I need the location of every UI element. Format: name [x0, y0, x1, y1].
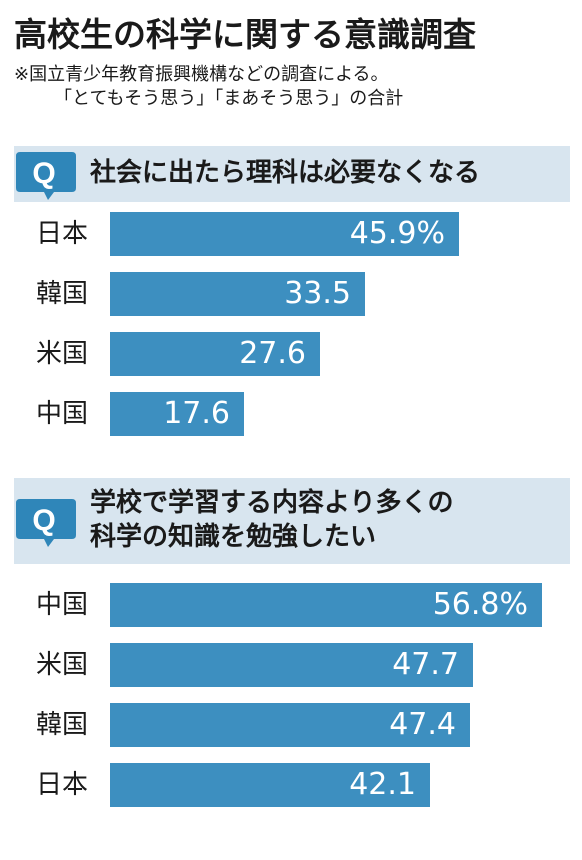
- bar: 33.5: [110, 272, 365, 316]
- q-letter: Q: [32, 157, 55, 190]
- bar-row: 中国 17.6: [0, 392, 582, 436]
- question-1-text: 社会に出たら理科は必要なくなる: [90, 158, 481, 188]
- question-2-header: Q 学校で学習する内容より多くの 科学の知識を勉強したい: [14, 478, 570, 564]
- question-2-line-1: 学校で学習する内容より多くの: [90, 488, 454, 518]
- bar-value-label: 45.9%: [349, 216, 445, 251]
- category-label: 米国: [36, 339, 89, 369]
- bar: 17.6: [110, 392, 244, 436]
- bar: 42.1: [110, 763, 430, 807]
- category-label: 米国: [36, 650, 89, 680]
- bar-value-label: 33.5: [284, 276, 351, 311]
- bar: 45.9%: [110, 212, 459, 256]
- question-2-text: 学校で学習する内容より多くの 科学の知識を勉強したい: [90, 486, 453, 554]
- bar-row: 韓国 33.5: [0, 272, 582, 316]
- bar-value-label: 47.7: [392, 647, 459, 682]
- bar-row: 日本 42.1: [0, 763, 582, 807]
- category-label: 日本: [36, 770, 89, 800]
- bar-row: 韓国 47.4: [0, 703, 582, 747]
- q-bubble-icon: Q: [16, 152, 76, 200]
- chart-title: 高校生の科学に関する意識調査: [14, 15, 476, 54]
- source-note: ※国立青少年教育振興機構などの調査による。: [14, 64, 389, 85]
- category-label: 韓国: [36, 710, 89, 740]
- bar: 47.7: [110, 643, 473, 687]
- bar: 47.4: [110, 703, 470, 747]
- q-letter: Q: [32, 504, 55, 537]
- q-bubble-icon: Q: [16, 499, 76, 547]
- bar-value-label: 56.8%: [432, 587, 528, 622]
- question-2-line-2: 科学の知識を勉強したい: [90, 522, 377, 552]
- metric-note: 「とてもそう思う」「まあそう思う」の合計: [54, 88, 404, 109]
- bar: 56.8%: [110, 583, 542, 627]
- category-label: 中国: [36, 590, 89, 620]
- bar: 27.6: [110, 332, 320, 376]
- bar-value-label: 42.1: [349, 767, 416, 802]
- bar-row: 米国 47.7: [0, 643, 582, 687]
- question-1-header: Q 社会に出たら理科は必要なくなる: [14, 146, 570, 202]
- bar-value-label: 47.4: [389, 707, 456, 742]
- bar-row: 米国 27.6: [0, 332, 582, 376]
- bar-row: 日本 45.9%: [0, 212, 582, 256]
- category-label: 中国: [36, 399, 89, 429]
- category-label: 韓国: [36, 279, 89, 309]
- bar-row: 中国 56.8%: [0, 583, 582, 627]
- bar-value-label: 27.6: [239, 336, 306, 371]
- bar-value-label: 17.6: [163, 396, 230, 431]
- category-label: 日本: [36, 219, 89, 249]
